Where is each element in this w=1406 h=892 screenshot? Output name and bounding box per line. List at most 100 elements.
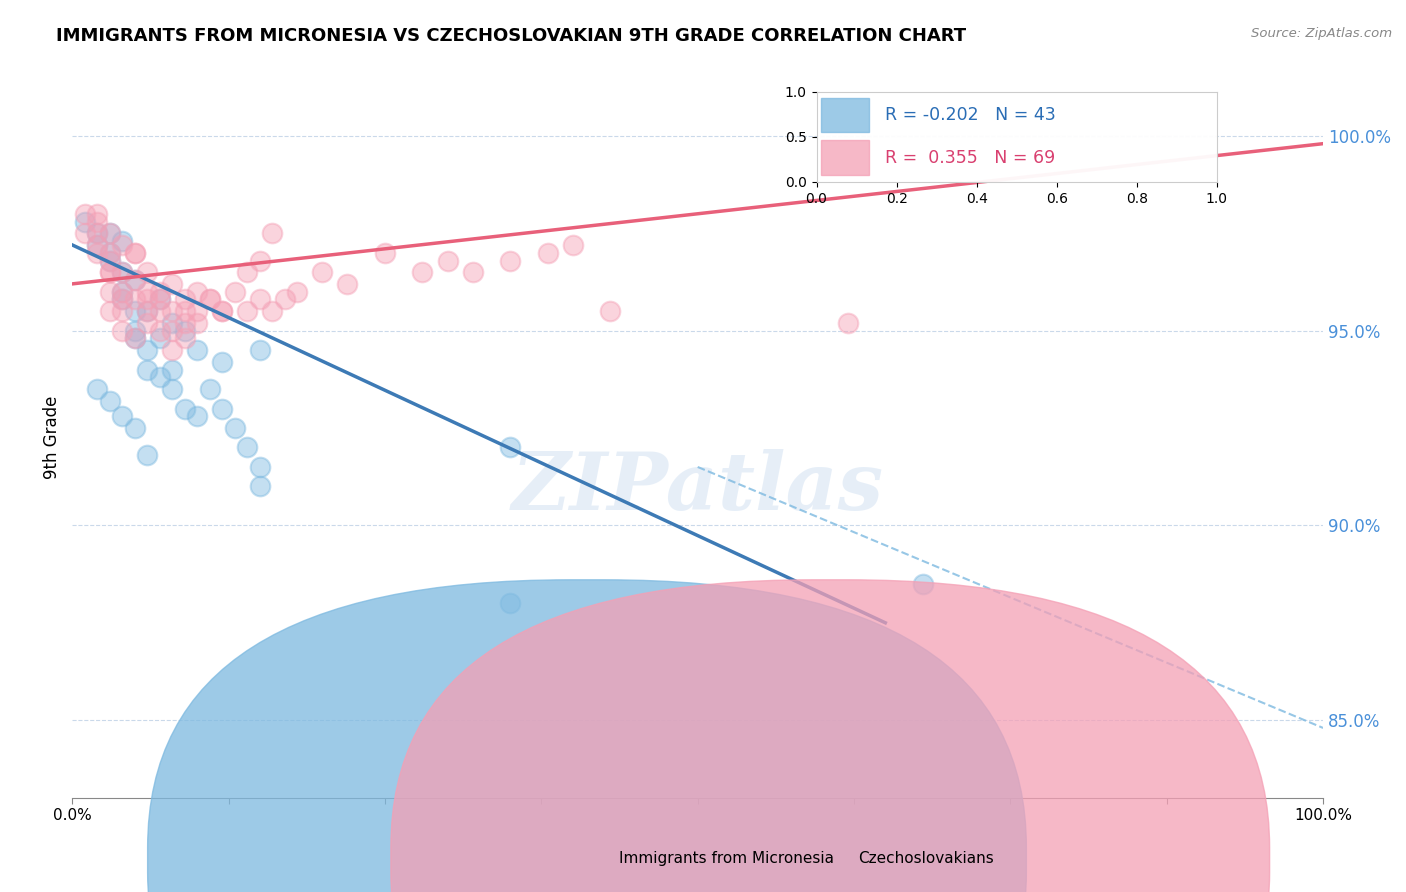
Point (136, 304, 159, 318)
Point (374, 245, 396, 260)
Point (911, 577, 934, 591)
Point (211, 401, 233, 416)
Point (98, 253, 121, 268)
Point (162, 316, 184, 330)
Point (111, 238, 134, 252)
Point (111, 285, 134, 299)
Point (124, 245, 146, 260)
Point (124, 421, 146, 435)
Point (136, 343, 159, 357)
Point (186, 304, 208, 318)
Point (249, 253, 271, 268)
Point (111, 409, 134, 424)
Point (136, 304, 159, 318)
Point (124, 331, 146, 345)
Point (336, 277, 359, 291)
Point (162, 382, 184, 396)
Point (499, 441, 522, 455)
Text: Immigrants from Micronesia: Immigrants from Micronesia (619, 851, 834, 865)
Point (311, 265, 333, 279)
Point (136, 285, 159, 299)
Point (198, 293, 221, 307)
Point (186, 285, 208, 299)
Point (136, 265, 159, 279)
Point (111, 324, 134, 338)
Point (499, 253, 522, 268)
Point (136, 362, 159, 376)
Point (198, 293, 221, 307)
Point (111, 293, 134, 307)
Point (186, 316, 208, 330)
Point (262, 304, 284, 318)
Point (86, 226, 108, 240)
Text: IMMIGRANTS FROM MICRONESIA VS CZECHOSLOVAKIAN 9TH GRADE CORRELATION CHART: IMMIGRANTS FROM MICRONESIA VS CZECHOSLOV… (56, 27, 966, 45)
Point (136, 293, 159, 307)
Point (173, 316, 195, 330)
Point (162, 277, 184, 291)
Point (162, 343, 184, 357)
Point (73, 207, 96, 221)
Point (124, 304, 146, 318)
Point (186, 343, 208, 357)
Point (86, 382, 108, 396)
Point (86, 238, 108, 252)
Point (461, 265, 484, 279)
Point (98, 245, 121, 260)
Point (73, 214, 96, 228)
Text: Source: ZipAtlas.com: Source: ZipAtlas.com (1251, 27, 1392, 40)
Point (124, 245, 146, 260)
Point (86, 214, 108, 228)
Point (111, 293, 134, 307)
Point (249, 479, 271, 493)
Point (149, 285, 172, 299)
Point (262, 226, 284, 240)
Point (98, 245, 121, 260)
Point (98, 226, 121, 240)
Point (111, 304, 134, 318)
Point (149, 293, 172, 307)
Point (173, 324, 195, 338)
Point (124, 273, 146, 287)
Point (98, 265, 121, 279)
Point (211, 304, 233, 318)
Point (86, 226, 108, 240)
Point (162, 362, 184, 376)
Point (149, 304, 172, 318)
Point (236, 441, 259, 455)
Point (249, 343, 271, 357)
Point (149, 331, 172, 345)
Point (536, 245, 558, 260)
Point (249, 293, 271, 307)
Point (599, 304, 621, 318)
Point (124, 331, 146, 345)
Point (173, 331, 195, 345)
Point (98, 253, 121, 268)
Point (149, 370, 172, 384)
Point (149, 324, 172, 338)
Point (98, 265, 121, 279)
Point (211, 355, 233, 369)
Point (287, 285, 309, 299)
Point (149, 293, 172, 307)
Point (173, 401, 195, 416)
Text: ZIPatlas: ZIPatlas (512, 450, 884, 527)
Point (499, 596, 522, 610)
Point (436, 253, 458, 268)
Point (411, 265, 433, 279)
Point (111, 265, 134, 279)
Point (98, 285, 121, 299)
Point (124, 293, 146, 307)
Point (211, 304, 233, 318)
Point (111, 285, 134, 299)
Point (198, 382, 221, 396)
Point (274, 293, 297, 307)
Y-axis label: 9th Grade: 9th Grade (44, 396, 60, 479)
Point (561, 238, 583, 252)
Point (236, 265, 259, 279)
Point (173, 293, 195, 307)
Point (111, 234, 134, 248)
Point (162, 324, 184, 338)
Point (98, 393, 121, 408)
Point (86, 238, 108, 252)
Point (173, 304, 195, 318)
